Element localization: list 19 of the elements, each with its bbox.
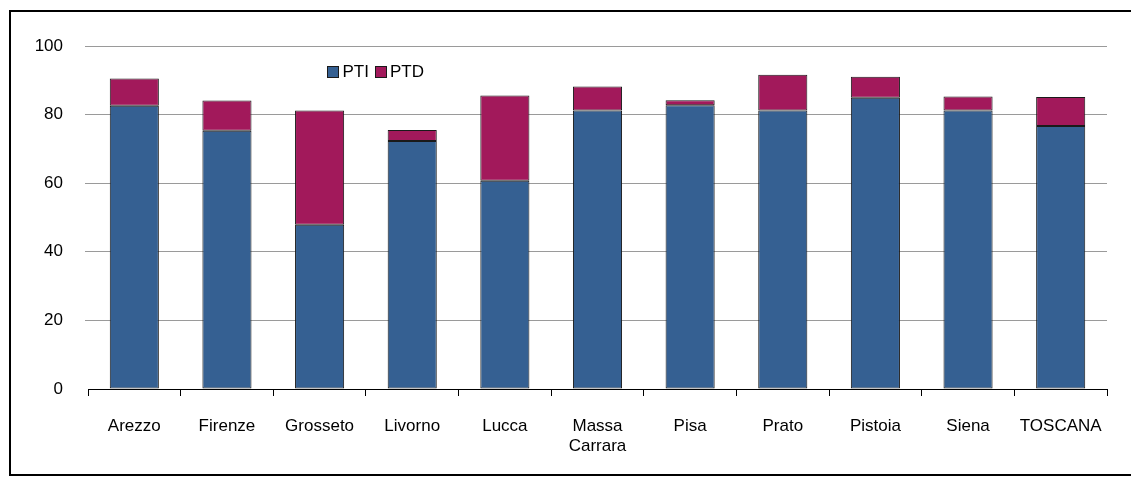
x-tick-label: Massa Carrara [568,415,627,456]
x-tick-label: Prato [762,415,804,435]
x-tick-label: TOSCANA [1019,415,1103,435]
y-tick-label: 40 [44,241,63,261]
y-tick-label: 0 [53,378,63,398]
x-tick-label: Grosseto [285,415,355,435]
x-tick-label: Lucca [482,415,529,435]
x-tick-label: Pisa [673,415,708,435]
y-tick-label: 20 [44,310,63,330]
y-tick-label: 80 [44,104,63,124]
x-tick-label: Livorno [384,415,441,435]
legend-label: PTD [389,62,424,82]
x-tick-label: Firenze [198,415,256,435]
x-tick-label: Arezzo [107,415,161,435]
y-tick-label: 60 [44,172,63,192]
x-tick-label: Pistoia [849,415,902,435]
x-tick-label: Siena [946,415,991,435]
legend-label: PTI [342,62,369,82]
y-tick-label: 100 [34,35,63,55]
